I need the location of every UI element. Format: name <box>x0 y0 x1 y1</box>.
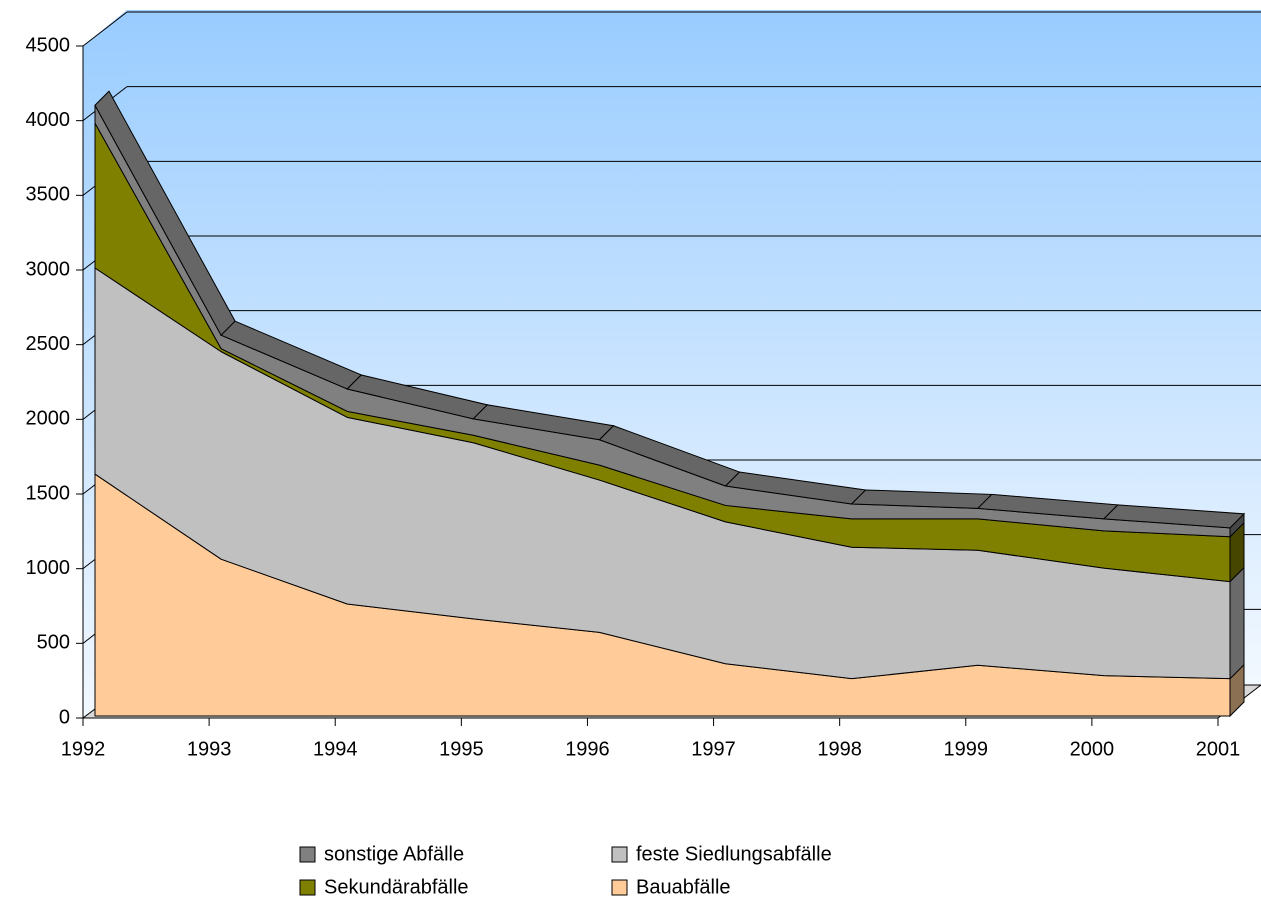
x-tick-label: 2001 <box>1196 738 1241 760</box>
legend-label: Bauabfälle <box>636 876 731 898</box>
x-tick-label: 1993 <box>187 738 232 760</box>
labels: 0 500 1000 1500 2000 2500 3000 3500 4000 4500 1992… <box>26 34 1241 760</box>
legend-swatch <box>611 879 628 896</box>
y-tick-label: 3000 <box>26 258 71 280</box>
area-side <box>1229 566 1245 680</box>
x-tick-label: 1992 <box>61 738 106 760</box>
legend-swatch <box>611 846 628 863</box>
y-tick-label: 4500 <box>26 34 71 56</box>
y-tick-label: 1500 <box>26 482 71 504</box>
legend-label: Sekundärabfälle <box>324 876 469 898</box>
legend-label: sonstige Abfälle <box>324 843 464 865</box>
x-tick-label: 2000 <box>1070 738 1115 760</box>
area-top <box>1102 504 1246 529</box>
y-tick-label: 2500 <box>26 333 71 355</box>
y-tick-label: 1000 <box>26 557 71 579</box>
y-tick-label: 500 <box>37 632 70 654</box>
legend-swatch <box>299 846 316 863</box>
x-tick-label: 1998 <box>817 738 862 760</box>
y-tick-label: 4000 <box>26 109 71 131</box>
x-tick-label: 1997 <box>691 738 736 760</box>
y-tick-label: 2000 <box>26 408 71 430</box>
x-tick-label: 1999 <box>944 738 989 760</box>
grid-line <box>82 11 128 47</box>
x-tick-label: 1994 <box>313 738 358 760</box>
y-tick-label: 0 <box>59 706 70 728</box>
legend: Bauabfälle feste Siedlungsabfälle Sekundär… <box>299 843 832 898</box>
plot <box>94 90 1246 718</box>
legend-swatch <box>299 879 316 896</box>
x-tick-label: 1996 <box>565 738 610 760</box>
legend-label: feste Siedlungsabfälle <box>636 843 832 865</box>
y-tick-label: 3500 <box>26 184 71 206</box>
x-tick-label: 1995 <box>439 738 484 760</box>
